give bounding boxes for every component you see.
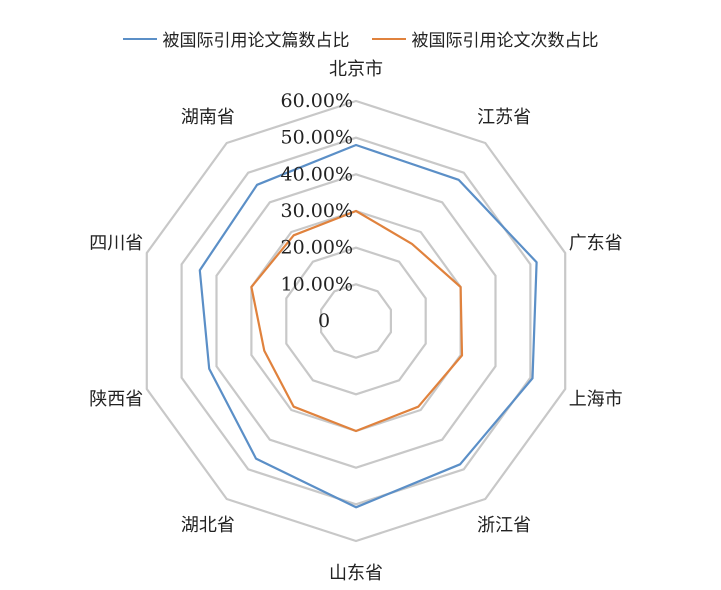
category-label: 浙江省 — [477, 515, 531, 536]
grid-ring-6 — [145, 99, 567, 543]
category-label: 山东省 — [329, 563, 383, 584]
legend-item-series-1: 被国际引用论文篇数占比 — [122, 26, 350, 51]
r-tick-label: 40.00% — [281, 163, 353, 185]
r-tick-label: 10.00% — [281, 273, 353, 295]
category-label: 北京市 — [329, 59, 383, 80]
category-label: 陕西省 — [89, 389, 143, 410]
legend-label-series-2: 被国际引用论文次数占比 — [411, 31, 599, 51]
category-label: 江苏省 — [477, 107, 531, 128]
grid-ring-2 — [285, 246, 427, 396]
legend-line-series-1 — [122, 37, 157, 40]
category-label: 上海市 — [569, 389, 623, 410]
legend-line-series-2 — [371, 37, 406, 40]
legend-item-series-2: 被国际引用论文次数占比 — [371, 26, 599, 51]
series-line-1 — [198, 143, 538, 509]
r-tick-label: 60.00% — [281, 90, 353, 112]
legend-label-series-1: 被国际引用论文篇数占比 — [162, 31, 350, 51]
grid-ring-4 — [215, 173, 497, 469]
category-label: 湖北省 — [181, 515, 235, 536]
r-tick-label: 30.00% — [281, 200, 353, 222]
r-tick-label: 50.00% — [281, 127, 353, 149]
grid-ring-1 — [320, 283, 392, 359]
r-tick-label: 0 — [318, 310, 330, 332]
legend: 被国际引用论文篇数占比 被国际引用论文次数占比 — [0, 26, 721, 51]
series-line-2 — [250, 209, 464, 433]
r-tick-label: 20.00% — [281, 237, 353, 259]
category-label: 广东省 — [569, 233, 623, 254]
grid-ring-5 — [180, 136, 532, 506]
category-label: 四川省 — [89, 233, 143, 254]
category-label: 湖南省 — [181, 107, 235, 128]
